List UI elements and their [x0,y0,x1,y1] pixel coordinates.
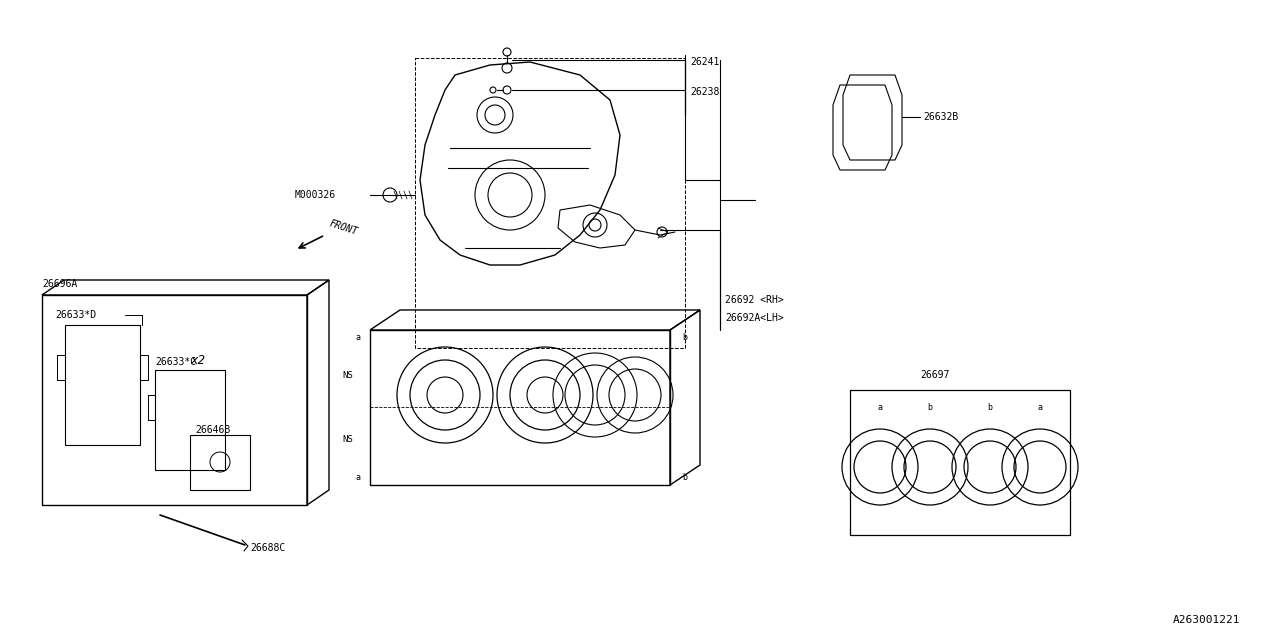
Text: a: a [1038,403,1042,413]
Text: 26632B: 26632B [923,112,959,122]
Text: FRONT: FRONT [328,219,358,237]
Text: 26646B: 26646B [195,425,230,435]
Text: b: b [928,403,933,413]
Text: M000326: M000326 [294,190,337,200]
Text: 26692 <RH>: 26692 <RH> [724,295,783,305]
Text: 26633*D: 26633*D [55,310,96,320]
Text: a: a [355,472,360,481]
Text: a: a [355,333,360,342]
Bar [370,330,669,485]
Bar [415,58,685,348]
Text: b: b [682,472,687,481]
Text: 26241: 26241 [690,57,719,67]
Text: b: b [987,403,992,413]
Text: b: b [682,333,687,342]
Text: NS: NS [343,435,353,445]
Bar [42,295,307,505]
Text: NS: NS [343,371,353,380]
Text: a: a [878,403,882,413]
Text: 26696A: 26696A [42,279,77,289]
Text: 26697: 26697 [920,370,950,380]
Text: x2: x2 [189,353,205,367]
Bar [65,325,140,445]
Text: 26633*C: 26633*C [155,357,196,367]
Bar [189,435,250,490]
Text: A263001221: A263001221 [1172,615,1240,625]
Bar [850,390,1070,535]
Bar [155,370,225,470]
Text: 26692A<LH>: 26692A<LH> [724,313,783,323]
Text: 26688C: 26688C [250,543,285,553]
Text: 26238: 26238 [690,87,719,97]
